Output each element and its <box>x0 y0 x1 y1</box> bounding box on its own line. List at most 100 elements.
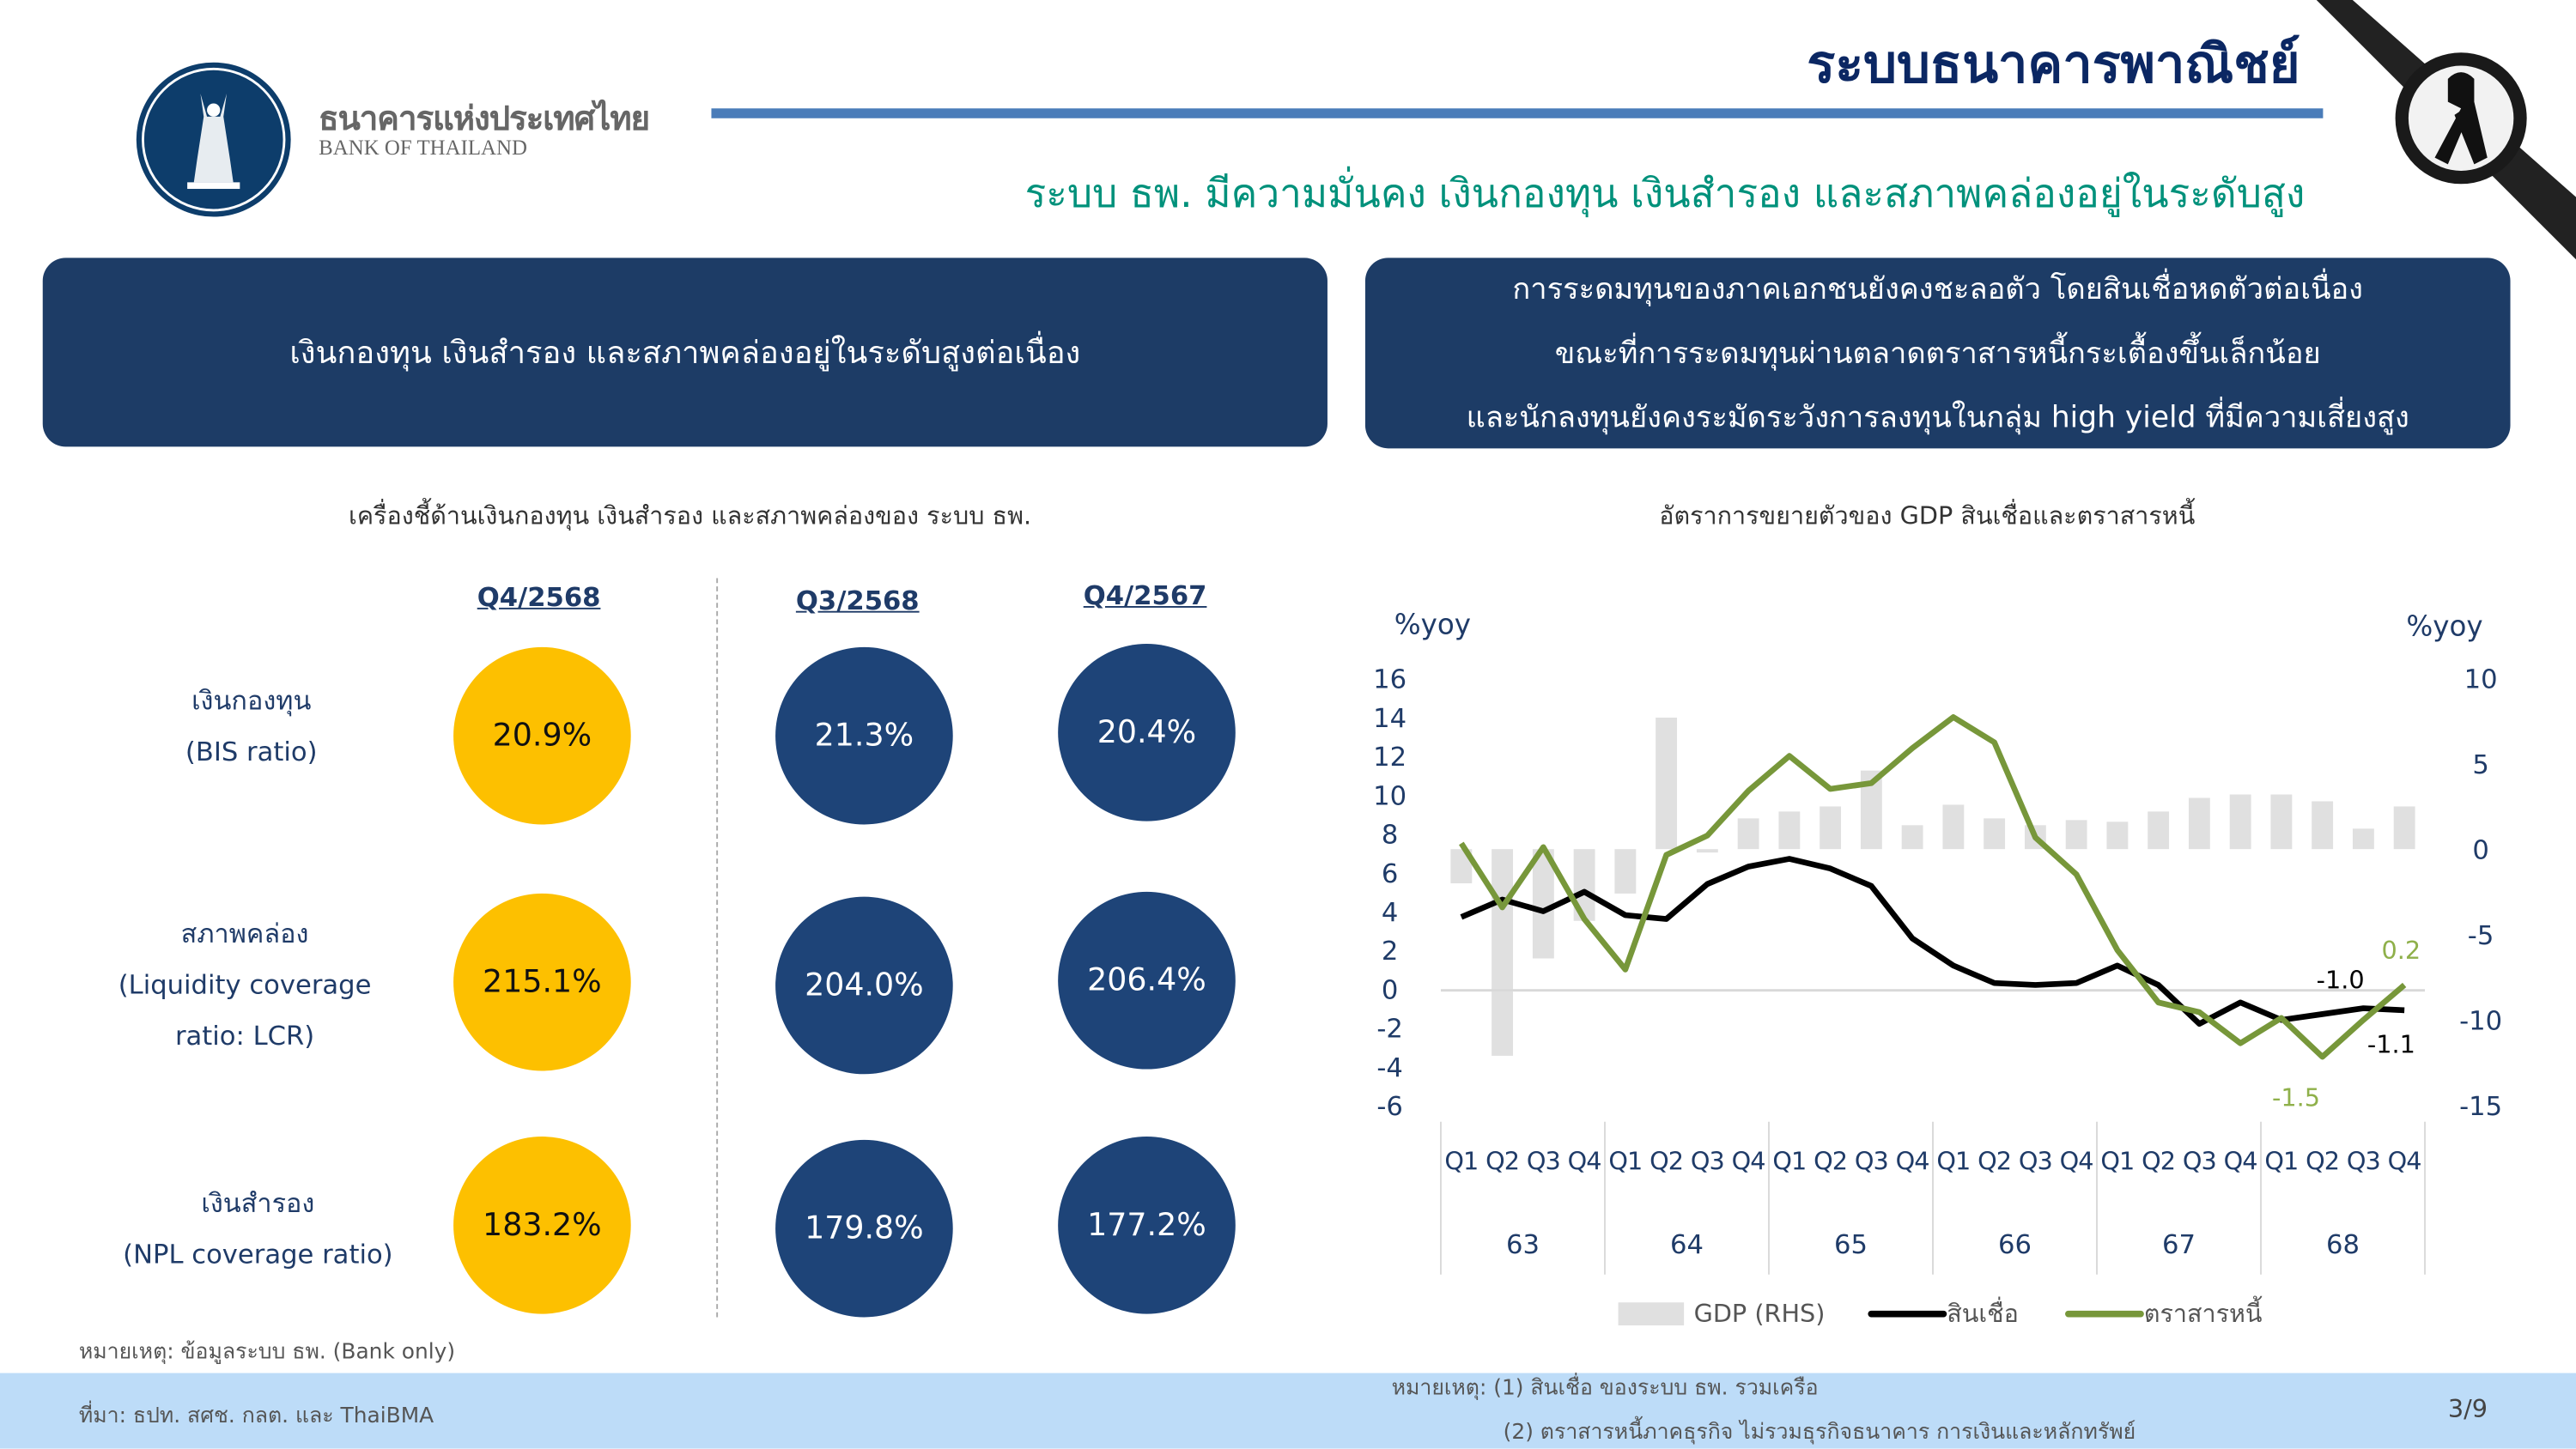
right-axis-tick: 0 <box>2472 836 2488 866</box>
bank-of-thailand-seal-icon <box>136 62 291 217</box>
chart-title: อัตราการขยายตัวของ GDP สินเชื่อและตราสาร… <box>1659 500 2196 530</box>
x-axis-quarter-label: Q1 <box>1608 1146 1642 1175</box>
x-axis-quarter-label: Q1 <box>2100 1146 2134 1175</box>
column-header: Q4/2567 <box>1083 579 1207 611</box>
x-axis-quarter-label: Q4 <box>1896 1146 1929 1175</box>
right-banner-line: ขณะที่การระดมทุนผ่านตลาดตราสารหนี้กระเตื… <box>1554 336 2321 371</box>
bond-line <box>1459 714 2407 1060</box>
value-circle: 21.3% <box>775 646 953 825</box>
gdp-bar <box>2270 794 2293 850</box>
legend-gdp-swatch <box>1618 1302 1685 1326</box>
value-circle: 204.0% <box>775 896 953 1075</box>
gdp-bar <box>1984 818 2006 850</box>
gdp-bar <box>2352 828 2374 850</box>
row-label-line: (Liquidity coverage <box>118 968 372 1001</box>
right-axis-tick: -10 <box>2459 1007 2502 1037</box>
right-axis-tick: -5 <box>2468 921 2494 951</box>
left-banner-text: เงินกองทุน เงินสำรอง และสภาพคล่องอยู่ในร… <box>289 334 1081 371</box>
gdp-bar <box>2106 822 2129 850</box>
value-circle: 206.4% <box>1058 891 1236 1070</box>
page-number: 3/9 <box>2447 1394 2488 1424</box>
x-axis-quarter-label: Q3 <box>2019 1146 2052 1175</box>
footer-band <box>0 1373 2576 1449</box>
chart-note-1: หมายเหตุ: (1) สินเชื่อ ของระบบ ธพ. รวมเค… <box>1391 1376 1819 1402</box>
x-axis-quarter-label: Q2 <box>1485 1146 1519 1175</box>
gdp-bar <box>2312 801 2334 850</box>
column-header: Q4/2568 <box>477 581 601 613</box>
indicator-section-title: เครื่องชี้ด้านเงินกองทุน เงินสำรอง และสภ… <box>349 500 1032 530</box>
legend-bond-label: ตราสารหนี้ <box>2144 1296 2263 1328</box>
gdp-bar <box>1532 849 1554 959</box>
row-label-line: เงินกองทุน <box>191 684 312 717</box>
row-label-line: (BIS ratio) <box>185 736 318 767</box>
left-axis-tick: -4 <box>1376 1053 1403 1083</box>
gdp-bar <box>2065 820 2087 850</box>
gdp-bar <box>1820 806 1842 850</box>
x-axis-quarter-label: Q3 <box>1855 1146 1888 1175</box>
value-circle-current: 183.2% <box>453 1137 631 1314</box>
right-axis-tick: 10 <box>2464 665 2498 695</box>
credit-line <box>1460 856 2405 1028</box>
left-axis-tick: 16 <box>1373 665 1406 695</box>
data-label: -1.0 <box>2317 966 2365 995</box>
left-axis-tick: 12 <box>1373 743 1406 773</box>
right-banner-line: และนักลงทุนยังคงระมัดระวังการลงทุนในกลุ่… <box>1466 399 2409 435</box>
x-axis-quarter-label: Q4 <box>2388 1146 2421 1175</box>
row-label-capital: เงินกองทุน (BIS ratio) <box>185 675 318 777</box>
row-label-line: เงินสำรอง <box>201 1187 315 1219</box>
left-axis-tick: 4 <box>1382 898 1398 928</box>
x-axis-quarter-label: Q2 <box>2306 1146 2339 1175</box>
column-header: Q3/2568 <box>795 585 920 616</box>
x-axis-quarter-label: Q1 <box>1936 1146 1970 1175</box>
data-label: 0.2 <box>2382 936 2421 965</box>
gdp-bar <box>2229 794 2251 850</box>
data-label: -1.1 <box>2367 1030 2415 1059</box>
x-axis-quarter-label: Q3 <box>2183 1146 2216 1175</box>
value-circle-current: 215.1% <box>453 893 631 1071</box>
x-axis-quarter-label: Q4 <box>1732 1146 1765 1175</box>
left-axis-tick: 10 <box>1373 781 1406 811</box>
column-divider <box>716 578 719 1318</box>
page-subtitle: ระบบ ธพ. มีความมั่นคง เงินกองทุน เงินสำร… <box>1024 170 2306 217</box>
x-axis-year-label: 65 <box>1834 1230 1868 1260</box>
x-axis-quarter-label: Q2 <box>1978 1146 2011 1175</box>
gdp-bar <box>1614 849 1637 894</box>
chart-note-2: (2) ตราสารหนี้ภาคธุรกิจ ไม่รวมธุรกิจธนาค… <box>1503 1421 2136 1446</box>
gdp-credit-bond-chart: -1.0-1.1-1.50.2 1614121086420-2-4-61050-… <box>1373 609 2502 1329</box>
legend-gdp-label: GDP (RHS) <box>1694 1299 1826 1328</box>
gdp-bar <box>1901 825 1923 850</box>
left-note: หมายเหตุ: ข้อมูลระบบ ธพ. (Bank only) <box>78 1340 456 1365</box>
header-rule <box>711 108 2324 118</box>
left-axis-tick: -2 <box>1376 1015 1403 1045</box>
row-label-line: สภาพคล่อง <box>180 918 309 949</box>
left-axis-label: %yoy <box>1394 609 1471 641</box>
left-axis-tick: 6 <box>1382 859 1398 889</box>
x-axis-quarter-label: Q1 <box>1772 1146 1806 1175</box>
x-axis-quarter-label: Q2 <box>1814 1146 1847 1175</box>
row-label-liquidity: สภาพคล่อง (Liquidity coverage ratio: LCR… <box>118 908 372 1061</box>
x-axis-year-label: 63 <box>1506 1230 1540 1260</box>
gdp-bar <box>2148 811 2170 850</box>
right-axis-tick: -15 <box>2459 1092 2502 1122</box>
value-circle: 177.2% <box>1058 1137 1236 1314</box>
x-axis-quarter-label: Q2 <box>1649 1146 1683 1175</box>
right-banner: การระดมทุนของภาคเอกชนยังคงชะลอตัว โดยสิน… <box>1364 258 2511 449</box>
source-note: ที่มา: ธปท. สศช. กลต. และ ThaiBMA <box>78 1404 434 1429</box>
value-circle: 179.8% <box>775 1139 953 1318</box>
logo-english-name: BANK OF THAILAND <box>319 134 527 160</box>
mourning-ribbon-icon <box>2316 0 2576 260</box>
right-banner-line: การระดมทุนของภาคเอกชนยังคงชะลอตัว โดยสิน… <box>1512 271 2364 306</box>
gdp-bar <box>2393 806 2415 850</box>
x-axis-quarter-label: Q1 <box>2264 1146 2298 1175</box>
gdp-bar <box>2188 797 2210 850</box>
data-label: -1.5 <box>2272 1083 2320 1113</box>
x-axis-quarter-label: Q1 <box>1444 1146 1478 1175</box>
x-axis-quarter-label: Q3 <box>1527 1146 1560 1175</box>
gdp-bar <box>1656 717 1678 850</box>
right-axis-tick: 5 <box>2472 750 2488 780</box>
right-axis-label: %yoy <box>2406 609 2482 642</box>
row-label-line: (NPL coverage ratio) <box>123 1238 393 1270</box>
x-axis-quarter-label: Q3 <box>2347 1146 2380 1175</box>
x-axis-quarter-label: Q4 <box>1568 1146 1601 1175</box>
